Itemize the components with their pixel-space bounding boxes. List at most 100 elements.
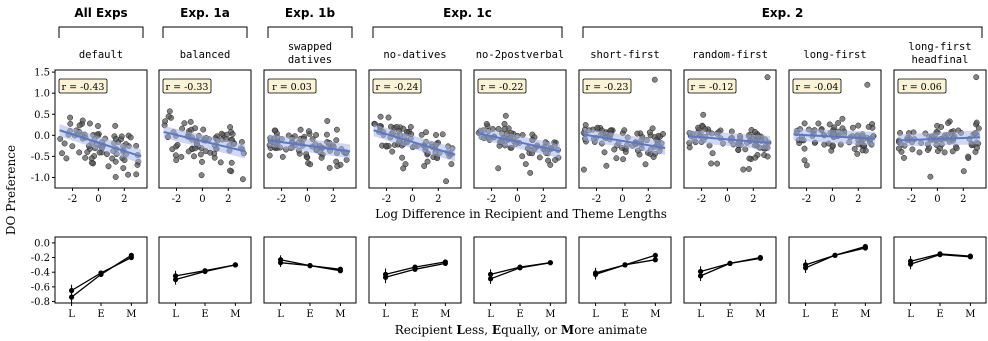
x-tick-label: L xyxy=(907,309,914,320)
scatter-point xyxy=(439,131,446,138)
scatter-point xyxy=(118,133,125,140)
animacy-point xyxy=(442,260,448,266)
correlation-box xyxy=(372,78,422,94)
scatter-point xyxy=(76,149,83,156)
animacy-point xyxy=(232,262,238,268)
panel-frame xyxy=(578,236,672,304)
scatter-point xyxy=(803,162,810,169)
correlation-text: r = -0.22 xyxy=(481,82,524,93)
correlation-label: r = 0.06 xyxy=(897,78,947,94)
scatter-point xyxy=(714,160,721,167)
scatter-point xyxy=(927,173,934,180)
x-tick-label: M xyxy=(965,309,975,320)
scatter-point xyxy=(326,164,333,171)
scatter-point xyxy=(324,118,331,124)
scatter-point xyxy=(839,115,846,122)
group-label: All Exps xyxy=(74,6,127,20)
x-tick-label: L xyxy=(68,309,75,320)
scatter-point xyxy=(594,124,601,131)
scatter-point xyxy=(112,174,119,180)
animacy-point xyxy=(697,273,704,279)
scatter-point xyxy=(228,159,235,166)
scatter-point xyxy=(198,172,205,179)
scatter-point xyxy=(67,120,74,127)
scatter-point xyxy=(611,146,618,153)
y-tick-label: -0.8 xyxy=(31,297,50,308)
scatter-point xyxy=(829,142,836,149)
scatter-point xyxy=(433,132,439,138)
scatter-point xyxy=(133,171,140,178)
group-bracket xyxy=(58,26,144,38)
scatter-point xyxy=(385,114,392,121)
group-bracket xyxy=(582,26,983,38)
animacy-point xyxy=(652,257,658,263)
scatter-point xyxy=(916,149,923,156)
animacy-point xyxy=(382,274,389,280)
x-tick-label: 0 xyxy=(934,194,940,205)
x-tick-label: -2 xyxy=(802,194,812,205)
correlation-label: r = -0.04 xyxy=(792,78,842,94)
panel-frame xyxy=(158,69,252,189)
scatter-point xyxy=(865,123,872,130)
scatter-point xyxy=(501,120,508,127)
scatter-point xyxy=(266,152,273,159)
group-label: Exp. 1b xyxy=(285,6,336,20)
x-tick-label: M xyxy=(126,309,136,320)
x-tick-label: E xyxy=(97,309,104,320)
animacy-line xyxy=(805,247,866,269)
scatter-point xyxy=(61,140,68,147)
animacy-point xyxy=(937,252,943,258)
animacy-point xyxy=(622,262,628,268)
x-tick-label: E xyxy=(936,309,943,320)
animacy-point xyxy=(802,265,809,271)
scatter-point xyxy=(603,162,610,169)
x-tick-label: M xyxy=(650,309,660,320)
scatter-point xyxy=(642,161,649,168)
scatter-point xyxy=(192,125,199,132)
scatter-point xyxy=(859,147,866,154)
correlation-label: r = -0.23 xyxy=(582,78,632,94)
scatter-point xyxy=(418,131,425,138)
scatter-point xyxy=(975,125,982,132)
panel-frame xyxy=(263,69,357,189)
x-tick-label: E xyxy=(516,309,523,320)
x-tick-label: 0 xyxy=(619,194,625,205)
scatter-point xyxy=(965,153,972,160)
panel-title: balanced xyxy=(180,49,231,61)
x-tick-label: 2 xyxy=(330,194,336,205)
regression-line xyxy=(898,136,981,142)
scatter-point xyxy=(949,148,956,155)
scatter-point xyxy=(650,154,657,160)
scatter-point xyxy=(377,113,384,120)
scatter-point xyxy=(297,126,304,133)
y-tick-label: 0.0 xyxy=(34,131,50,142)
regression-line xyxy=(268,139,351,153)
scatter-panel: r = -0.23 -2 0 2 xyxy=(578,69,672,205)
correlation-label: r = -0.12 xyxy=(687,78,737,94)
panel-frame xyxy=(893,69,987,189)
scatter-point xyxy=(173,157,180,164)
scatter-point xyxy=(199,158,205,165)
animacy-point xyxy=(547,260,553,266)
scatter-point xyxy=(174,141,181,148)
scatter-point xyxy=(323,131,330,138)
correlation-text: r = -0.04 xyxy=(796,82,839,93)
scatter-point xyxy=(191,153,197,160)
scatter-point xyxy=(634,130,641,137)
correlation-box xyxy=(792,78,842,94)
scatter-point xyxy=(305,128,312,135)
scatter-point xyxy=(112,122,119,129)
x-tick-label: L xyxy=(172,309,179,320)
scatter-point xyxy=(120,165,127,172)
animacy-point xyxy=(68,294,75,300)
scatter-point xyxy=(383,142,389,149)
scatter-point xyxy=(165,113,172,120)
panel-title: swapped xyxy=(288,41,332,53)
regression-line xyxy=(583,133,666,149)
scatter-point xyxy=(239,176,246,183)
x-tick-label: M xyxy=(440,309,450,320)
scatter-point xyxy=(547,161,554,168)
panel-title: long-first xyxy=(803,49,866,61)
scatter-point xyxy=(855,122,862,129)
animacy-point xyxy=(277,260,284,266)
